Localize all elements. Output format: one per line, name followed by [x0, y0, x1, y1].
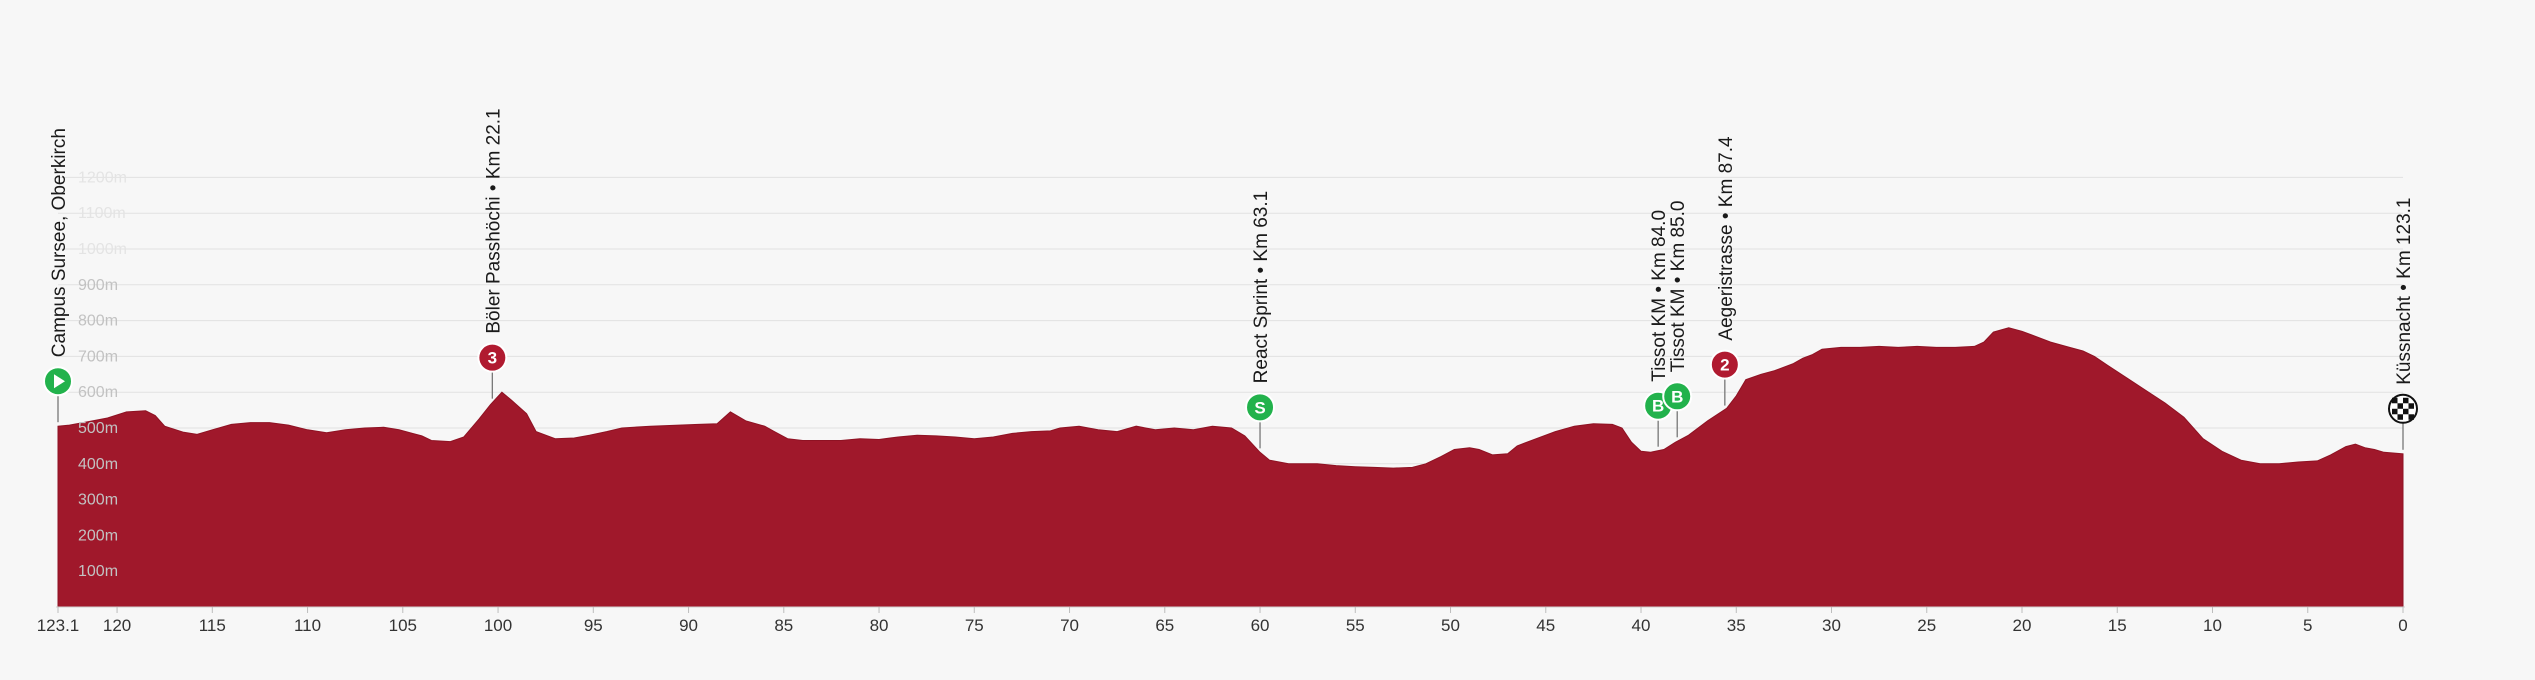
x-tick-label: 10: [2203, 616, 2222, 635]
marker-symbol: B: [1671, 387, 1683, 406]
x-tick-label: 95: [584, 616, 603, 635]
x-tick-label: 15: [2108, 616, 2127, 635]
marker-label: Campus Sursee, Oberkirch: [49, 128, 70, 357]
x-tick-label: 110: [294, 616, 321, 635]
y-tick-label: 300m: [78, 492, 118, 509]
marker-symbol: S: [1254, 398, 1265, 417]
x-tick-label: 20: [2013, 616, 2032, 635]
sprint-icon: [1245, 392, 1276, 423]
marker-label: Tissot KM • Km 85.0: [1668, 201, 1689, 373]
marker-finish-flag-icon: Küssnacht • Km 123.1: [2388, 198, 2418, 450]
marker-symbol: 2: [1720, 356, 1729, 375]
x-tick-label: 123.1: [37, 616, 80, 635]
y-tick-label: 600m: [78, 384, 118, 401]
marker-label: Küssnacht • Km 123.1: [2394, 198, 2415, 385]
y-tick-label: 1200m: [78, 169, 127, 186]
marker-symbol: B: [1652, 397, 1664, 416]
x-tick-label: 60: [1251, 616, 1270, 635]
y-tick-label: 900m: [78, 277, 118, 294]
route-markers: Campus Sursee, Oberkirch 3 Böler Passhöchi…: [43, 108, 2418, 450]
marker-label: Tissot KM • Km 84.0: [1649, 210, 1670, 382]
x-tick-label: 25: [1917, 616, 1936, 635]
elevation-area: [57, 327, 2404, 608]
checker-square: [2408, 403, 2414, 409]
x-tick-label: 70: [1060, 616, 1079, 635]
x-tick-label: 100: [484, 616, 512, 635]
checker-square: [2397, 403, 2403, 409]
x-tick-label: 120: [103, 616, 131, 635]
marker-bonus-b-icon: B Tissot KM • Km 84.0: [1643, 210, 1674, 447]
marker-start-icon: Campus Sursee, Oberkirch: [43, 128, 73, 423]
y-tick-label: 1100m: [78, 205, 126, 222]
y-tick-label: 400m: [78, 456, 118, 473]
x-tick-label: 75: [965, 616, 984, 635]
checker-square: [2403, 408, 2409, 415]
marker-label: React Sprint • Km 63.1: [1251, 191, 1272, 384]
x-tick-label: 45: [1536, 616, 1555, 635]
checker-square: [2397, 414, 2403, 420]
climb-category-2-icon: [1709, 349, 1740, 380]
x-tick-label: 35: [1727, 616, 1746, 635]
climb-category-3-icon: [477, 342, 508, 373]
x-tick-label: 65: [1155, 616, 1174, 635]
x-tick-label: 30: [1822, 616, 1841, 635]
x-tick-label: 105: [389, 616, 417, 635]
marker-climb-category-3-icon: 3 Böler Passhöchi • Km 22.1: [477, 108, 508, 399]
x-tick-label: 55: [1346, 616, 1365, 635]
y-tick-label: 800m: [78, 313, 118, 330]
checker-square: [2392, 397, 2398, 404]
y-tick-label: 1000m: [78, 241, 127, 258]
y-tick-label: 200m: [78, 527, 118, 544]
x-tick-label: 50: [1441, 616, 1460, 635]
x-tick-label: 115: [199, 616, 226, 635]
checker-square: [2392, 408, 2398, 415]
y-axis-labels: 100m 200m 300m 400m 500m 600m 700m 800m 900m 1000…: [78, 169, 127, 580]
marker-climb-category-2-icon: 2 Aegeristrasse • Km 87.4: [1709, 136, 1740, 406]
x-tick-label: 85: [774, 616, 793, 635]
y-tick-label: 500m: [78, 420, 118, 437]
play-triangle: [54, 374, 65, 389]
marker-sprint-icon: S React Sprint • Km 63.1: [1245, 191, 1276, 449]
y-tick-label: 700m: [78, 348, 118, 365]
bonus-b-icon: [1662, 381, 1693, 412]
x-tick-label: 80: [870, 616, 889, 635]
marker-label: Aegeristrasse • Km 87.4: [1716, 136, 1737, 341]
checker-square: [2403, 397, 2409, 404]
x-tick-label: 90: [679, 616, 698, 635]
marker-label: Böler Passhöchi • Km 22.1: [483, 108, 504, 333]
x-tick-label: 40: [1632, 616, 1651, 635]
x-tick-label: 0: [2398, 616, 2407, 635]
y-tick-label: 100m: [78, 563, 118, 580]
checker-square: [2408, 414, 2414, 420]
marker-symbol: 3: [488, 349, 497, 368]
elevation-profile-area: [57, 327, 2404, 608]
x-axis: 123.1 120 115 110 105 100 95 90 85 80 75 70 65 60 55 50…: [37, 606, 2408, 635]
marker-bonus-b-icon: B Tissot KM • Km 85.0: [1662, 201, 1693, 438]
x-tick-label: 5: [2303, 616, 2312, 635]
